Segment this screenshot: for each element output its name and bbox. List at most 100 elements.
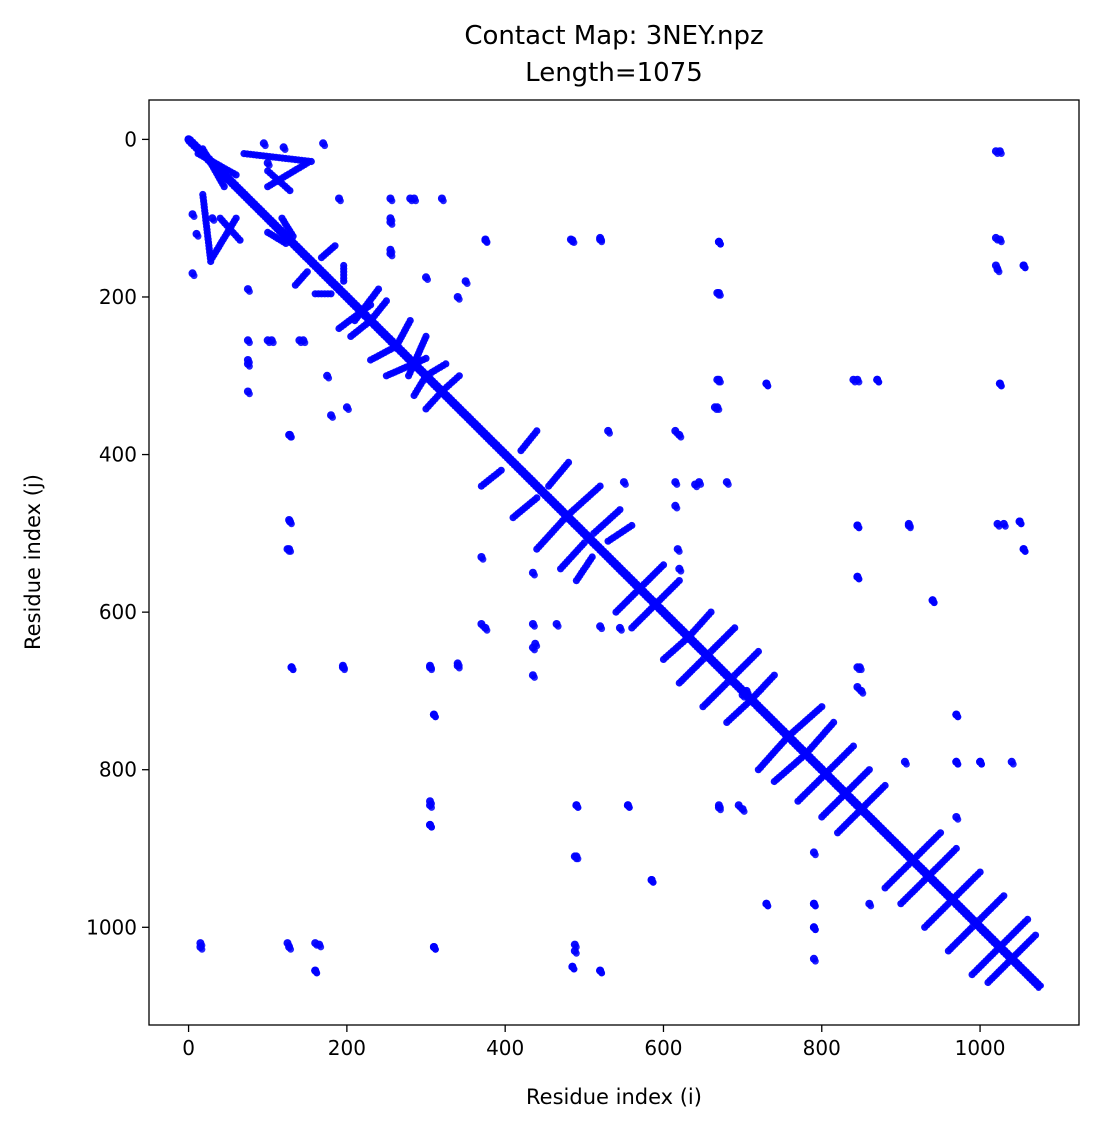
contact-point bbox=[626, 804, 633, 811]
contact-point bbox=[570, 965, 578, 973]
contact-point bbox=[533, 494, 541, 502]
contact-point bbox=[717, 240, 724, 248]
y-axis-label: Residue index (j) bbox=[21, 474, 45, 650]
contact-point bbox=[996, 943, 1004, 951]
x-axis-label: Residue index (i) bbox=[526, 1085, 702, 1109]
contact-point bbox=[731, 671, 739, 679]
contact-point bbox=[545, 482, 553, 490]
contact-point bbox=[930, 599, 938, 607]
contact-point bbox=[563, 512, 571, 520]
x-tick-label: 0 bbox=[182, 1036, 195, 1060]
contact-point bbox=[723, 679, 731, 687]
x-tick-label: 400 bbox=[486, 1036, 524, 1060]
contact-point bbox=[598, 625, 606, 633]
contact-point bbox=[337, 197, 344, 205]
contact-point bbox=[855, 575, 863, 583]
contact-point bbox=[351, 317, 359, 325]
contact-point bbox=[673, 481, 681, 488]
x-tick-label: 800 bbox=[803, 1036, 841, 1060]
contact-point bbox=[517, 447, 525, 455]
contact-point bbox=[574, 804, 582, 811]
contact-point bbox=[1009, 760, 1017, 768]
contact-point bbox=[327, 290, 335, 298]
contact-point bbox=[190, 213, 198, 221]
contact-point bbox=[812, 926, 819, 934]
contact-point bbox=[463, 280, 471, 287]
contact-point bbox=[812, 902, 819, 910]
contact-point bbox=[405, 372, 413, 380]
contact-point bbox=[994, 236, 1001, 244]
contact-point bbox=[903, 760, 910, 768]
contact-point bbox=[1021, 548, 1029, 555]
contact-point bbox=[269, 339, 277, 347]
contact-point bbox=[313, 942, 321, 949]
contact-point bbox=[588, 553, 596, 561]
contact-point bbox=[855, 524, 863, 532]
contact-point bbox=[246, 339, 253, 347]
contact-point bbox=[286, 187, 294, 195]
contact-point bbox=[303, 159, 311, 167]
contact-point bbox=[210, 217, 218, 224]
contact-point bbox=[598, 236, 606, 244]
contact-point bbox=[764, 382, 772, 390]
contact-point bbox=[994, 150, 1001, 158]
contact-point bbox=[590, 529, 598, 537]
contact-point bbox=[715, 378, 723, 386]
contact-point bbox=[198, 942, 206, 949]
contact-point bbox=[325, 374, 333, 382]
contact-point bbox=[1021, 264, 1029, 272]
contact-point bbox=[764, 902, 772, 910]
contact-point bbox=[388, 197, 396, 205]
contact-point bbox=[875, 378, 883, 386]
contact-point bbox=[954, 816, 962, 823]
y-tick-label: 400 bbox=[99, 443, 137, 467]
contact-point bbox=[822, 770, 830, 778]
contact-point bbox=[321, 142, 329, 150]
contact-point bbox=[673, 504, 681, 512]
contact-point bbox=[687, 630, 695, 638]
contact-point bbox=[329, 414, 336, 421]
contact-point bbox=[432, 713, 439, 721]
contact-point bbox=[857, 805, 865, 813]
contact-point bbox=[925, 872, 933, 880]
contact-point bbox=[604, 537, 612, 545]
contact-point bbox=[948, 896, 957, 904]
contact-point bbox=[740, 808, 748, 815]
contact-point bbox=[998, 382, 1005, 390]
contact-point bbox=[954, 760, 962, 768]
y-tick-label: 200 bbox=[99, 285, 137, 309]
contact-point bbox=[675, 548, 683, 555]
contact-points bbox=[184, 135, 1044, 991]
contact-point bbox=[208, 254, 216, 262]
contact-point bbox=[313, 969, 321, 977]
contact-point bbox=[388, 221, 396, 228]
contact-point bbox=[479, 555, 487, 563]
contact-point bbox=[422, 354, 430, 362]
chart-title: Contact Map: 3NEY.npz bbox=[464, 21, 763, 51]
contact-point bbox=[285, 942, 293, 949]
contact-point bbox=[652, 600, 660, 608]
contact-point bbox=[1035, 985, 1042, 991]
x-tick-label: 200 bbox=[328, 1036, 366, 1060]
x-tick-label: 1000 bbox=[955, 1036, 1006, 1060]
contact-point bbox=[285, 548, 293, 555]
contact-point bbox=[622, 481, 629, 488]
contact-point bbox=[531, 622, 538, 630]
contact-point bbox=[246, 288, 253, 295]
contact-point bbox=[440, 197, 447, 205]
contact-point bbox=[341, 664, 348, 672]
contact-point bbox=[428, 664, 435, 672]
contact-point bbox=[1002, 522, 1009, 530]
contact-point bbox=[909, 856, 917, 864]
contact-point bbox=[220, 183, 228, 191]
contact-point bbox=[606, 429, 613, 437]
contact-point bbox=[859, 689, 867, 697]
contact-point bbox=[682, 636, 690, 644]
contact-point bbox=[281, 146, 289, 154]
y-tick-label: 0 bbox=[124, 127, 137, 151]
contact-point bbox=[340, 277, 348, 285]
contact-point bbox=[857, 666, 865, 674]
contact-point bbox=[236, 236, 244, 244]
y-tick-label: 1000 bbox=[86, 915, 137, 939]
